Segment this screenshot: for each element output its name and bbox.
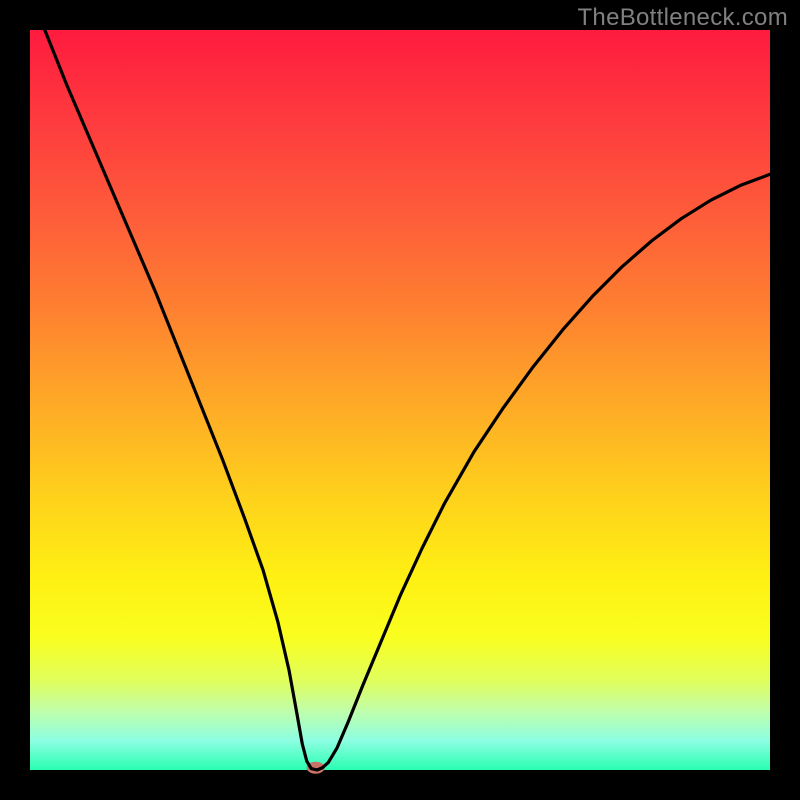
chart-frame: TheBottleneck.com — [0, 0, 800, 800]
watermark-text: TheBottleneck.com — [577, 4, 788, 32]
plot-background — [30, 30, 770, 770]
bottleneck-curve-chart — [0, 0, 800, 800]
